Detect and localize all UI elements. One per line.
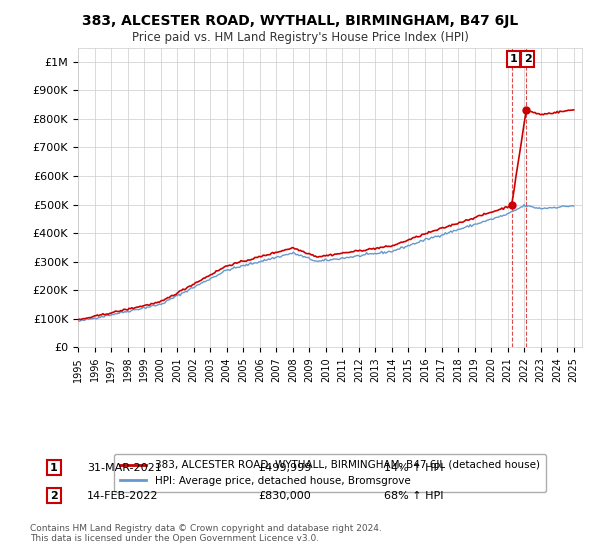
Text: Price paid vs. HM Land Registry's House Price Index (HPI): Price paid vs. HM Land Registry's House … (131, 31, 469, 44)
Text: 31-MAR-2021: 31-MAR-2021 (87, 463, 162, 473)
Text: 383, ALCESTER ROAD, WYTHALL, BIRMINGHAM, B47 6JL: 383, ALCESTER ROAD, WYTHALL, BIRMINGHAM,… (82, 14, 518, 28)
Legend: 383, ALCESTER ROAD, WYTHALL, BIRMINGHAM, B47 6JL (detached house), HPI: Average : 383, ALCESTER ROAD, WYTHALL, BIRMINGHAM,… (114, 454, 546, 492)
Text: 68% ↑ HPI: 68% ↑ HPI (384, 491, 443, 501)
Text: 14-FEB-2022: 14-FEB-2022 (87, 491, 158, 501)
Text: 2: 2 (524, 54, 532, 64)
Text: Contains HM Land Registry data © Crown copyright and database right 2024.
This d: Contains HM Land Registry data © Crown c… (30, 524, 382, 543)
Text: 2: 2 (50, 491, 58, 501)
Text: £830,000: £830,000 (258, 491, 311, 501)
Text: 1: 1 (50, 463, 58, 473)
Text: 1: 1 (509, 54, 517, 64)
Text: £499,999: £499,999 (258, 463, 311, 473)
Text: 14% ↑ HPI: 14% ↑ HPI (384, 463, 443, 473)
